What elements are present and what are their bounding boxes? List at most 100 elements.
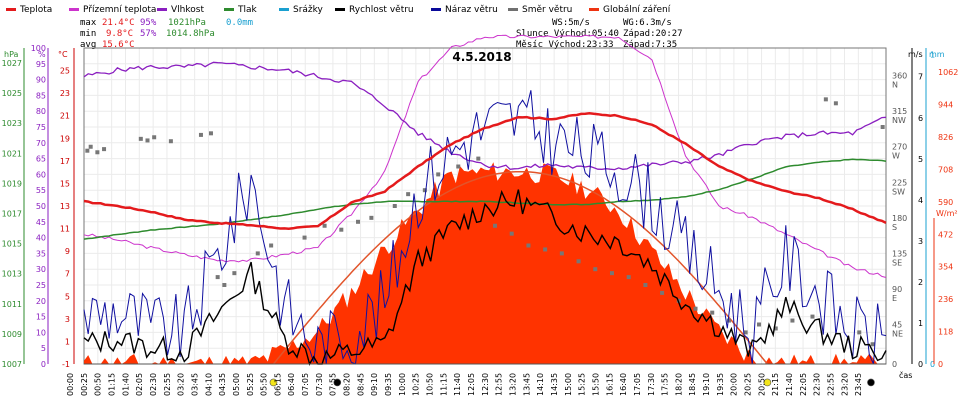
info-moon-set: Západ:7:35 <box>623 40 677 50</box>
legend-label: Globální záření <box>603 5 671 15</box>
time-tick-label: 15:50 <box>591 373 600 396</box>
time-tick-label: 22:05 <box>799 373 808 396</box>
wind-direction-point <box>339 227 344 232</box>
time-tick-label: 20:50 <box>757 373 766 396</box>
time-tick-label: 23:20 <box>840 373 849 396</box>
sunset-marker <box>763 378 772 387</box>
axis-tick-label: 1007 <box>2 360 22 369</box>
axis-tick-label: 472 <box>938 230 953 239</box>
mm-axis-label: mm <box>929 50 945 59</box>
legend-swatch <box>431 8 441 11</box>
axis-tick-label: 90 <box>892 285 902 294</box>
moonset-marker <box>333 378 342 387</box>
axis-tick-label: 0 <box>938 360 943 369</box>
axis-tick-label: 135 <box>892 249 907 258</box>
axis-tick-label: 315 <box>892 107 907 116</box>
axis-tick-label: 100 <box>31 44 46 53</box>
axis-tick-label: NE <box>892 329 903 338</box>
time-tick-label: 03:45 <box>190 373 199 396</box>
legend-label: Tlak <box>237 5 258 15</box>
axis-tick-label: 590 <box>938 198 953 207</box>
axis-tick-label: 60 <box>36 170 46 179</box>
axis-tick-label: 65 <box>36 155 46 164</box>
time-tick-label: 18:20 <box>674 373 683 396</box>
time-tick-label: 21:15 <box>771 373 780 396</box>
time-tick-label: 10:00 <box>398 373 407 396</box>
legend-swatch <box>508 8 518 11</box>
axis-tick-label: 118 <box>938 328 953 337</box>
hpa-axis-label: hPa <box>4 50 19 59</box>
legend-swatch <box>157 8 167 11</box>
series-line-p-zemn-teplota <box>83 34 887 278</box>
time-tick-label: 11:15 <box>439 373 448 396</box>
axis-tick-label: 55 <box>36 186 46 195</box>
wind-direction-point <box>559 251 564 256</box>
time-tick-label: 14:35 <box>550 373 559 396</box>
time-tick-label: 05:25 <box>246 373 255 396</box>
time-tick-label: 02:30 <box>149 373 158 396</box>
time-tick-label: 01:40 <box>121 373 130 396</box>
axis-tick-label: 85 <box>36 91 46 100</box>
time-tick-label: 05:50 <box>260 373 269 396</box>
wind-direction-point <box>145 138 150 143</box>
wind-direction-point <box>810 314 815 319</box>
wind-direction-point <box>726 318 731 323</box>
wind-direction-point <box>152 135 157 140</box>
wind-direction-point <box>198 132 203 137</box>
time-tick-label: 02:05 <box>135 373 144 396</box>
time-tick-label: 08:20 <box>343 373 352 396</box>
wind-direction-point <box>269 243 274 248</box>
time-tick-label: 09:35 <box>384 373 393 396</box>
time-tick-label: 17:05 <box>633 373 642 396</box>
axis-tick-label: 80 <box>36 107 46 116</box>
wind-direction-point <box>757 322 762 327</box>
axis-tick-label: 13 <box>60 202 70 211</box>
axis-tick-label: 75 <box>36 123 46 132</box>
time-tick-label: 03:20 <box>177 373 186 396</box>
wind-direction-point <box>643 283 648 287</box>
axis-tick-label: 21 <box>60 112 70 121</box>
legend-label: Srážky <box>293 5 324 15</box>
radiation-area <box>84 162 886 364</box>
axis-tick-label: 1015 <box>2 240 22 249</box>
wind-direction-point <box>710 310 715 315</box>
axis-tick-label: 1027 <box>2 59 22 68</box>
stats-min-label: min <box>80 29 96 39</box>
axis-tick-label: 45 <box>892 320 902 329</box>
axis-tick-label: 50 <box>36 202 46 211</box>
wind-direction-point <box>509 231 514 236</box>
axis-tick-label: 1009 <box>2 330 22 339</box>
time-tick-label: 20:25 <box>744 373 753 396</box>
sunrise-marker <box>269 378 278 387</box>
legend-label: Teplota <box>19 5 52 15</box>
wind-direction-point <box>593 267 598 272</box>
axis-tick-label: 225 <box>892 178 907 187</box>
time-axis-label: čas <box>899 370 912 380</box>
time-tick-label: 06:15 <box>273 373 282 396</box>
time-tick-label: 04:35 <box>218 373 227 396</box>
time-tick-label: 15:00 <box>564 373 573 396</box>
axis-tick-label: 1023 <box>2 119 22 128</box>
axis-tick-label: 5 <box>41 344 46 353</box>
time-tick-label: 10:50 <box>426 373 435 396</box>
legend: Teplota Přízemní teplota Vlhkost Tlak Srážky… <box>6 5 671 15</box>
wind-direction-point <box>436 172 441 177</box>
axis-tick-label: 1025 <box>2 89 22 98</box>
time-tick-label: 22:55 <box>827 373 836 396</box>
wind-direction-point <box>369 215 374 220</box>
info-sun-set: Západ:20:27 <box>623 29 683 39</box>
degc-axis-label: °C <box>58 50 68 59</box>
time-tick-label: 01:15 <box>107 373 116 396</box>
wind-direction-point <box>406 192 411 197</box>
wind-direction-point <box>576 259 581 264</box>
time-tick-label: 23:45 <box>854 373 863 396</box>
clear-sky-curve <box>272 170 768 365</box>
legend-swatch <box>6 8 16 11</box>
wind-direction-point <box>208 131 213 136</box>
time-tick-label: 09:10 <box>370 373 379 396</box>
axis-tick-label: 7 <box>65 270 70 279</box>
axes: 1027102510231021101910171015101310111009… <box>2 44 959 396</box>
time-tick-label: 11:40 <box>453 373 462 396</box>
time-tick-label: 06:40 <box>287 373 296 396</box>
axis-tick-label: 9 <box>65 247 70 256</box>
